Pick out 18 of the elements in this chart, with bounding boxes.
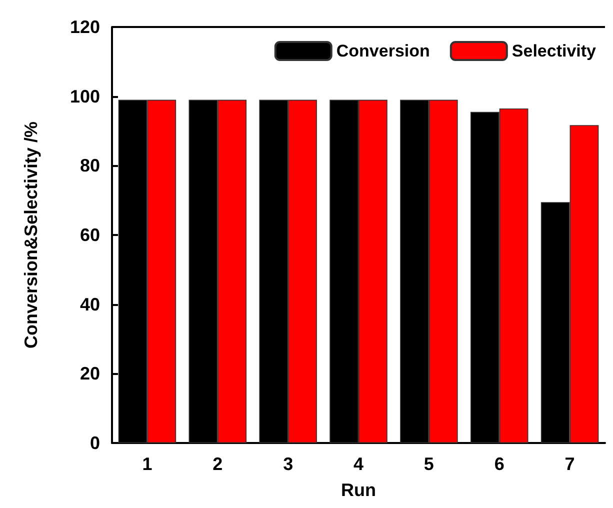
y-tick-label: 60	[80, 225, 100, 245]
x-tick-label: 7	[564, 454, 575, 474]
x-tick-label: 2	[212, 454, 223, 474]
x-tick-label: 4	[353, 454, 364, 474]
y-tick-label: 0	[90, 433, 100, 453]
legend-label: Selectivity	[512, 42, 597, 60]
y-tick-label: 120	[70, 17, 100, 37]
x-tick-label: 5	[424, 454, 434, 474]
x-tick-label: 3	[283, 454, 294, 474]
y-tick-label: 20	[80, 364, 100, 384]
x-axis-title: Run	[341, 480, 376, 500]
y-tick-label: 100	[70, 86, 100, 106]
x-tick-label: 1	[142, 454, 152, 474]
y-tick-label: 40	[80, 294, 100, 314]
legend-label: Conversion	[336, 42, 430, 60]
x-tick-label: 6	[494, 454, 504, 474]
y-axis-title: Conversion&Selectivity /%	[21, 121, 41, 349]
y-tick-label: 80	[80, 156, 100, 176]
